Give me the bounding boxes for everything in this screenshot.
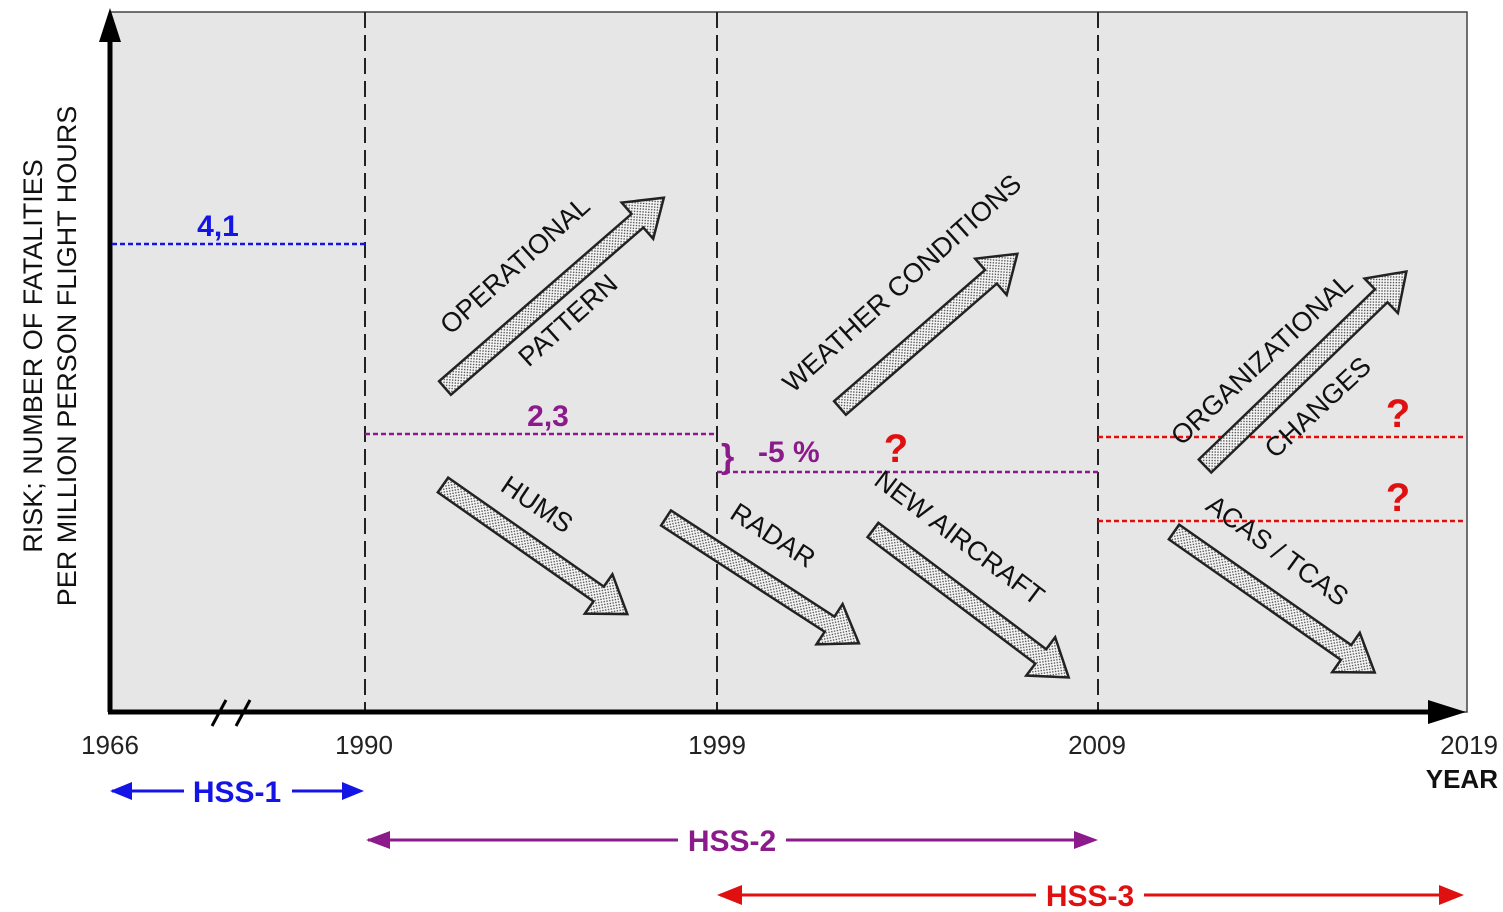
reduction-percent-label: -5 % [758,436,820,469]
up-arrow-weather-conditions [832,252,1020,417]
study-label-hss-2: HSS-2 [688,825,776,858]
y-axis-arrowhead [99,8,121,42]
study-span-hss-3: HSS-3 [717,880,1464,912]
axis-break-mark [234,699,252,727]
y-axis-label-line2: PER MILLION PERSON FLIGHT HOURS [52,106,82,607]
x-tick-label: 2009 [1068,730,1126,760]
risk-value-label: 4,1 [197,210,239,243]
study-label-hss-3: HSS-3 [1046,880,1134,912]
question-mark: ? [1386,392,1410,436]
down-arrow-acas-tcas [1167,522,1377,674]
down-arrow-new-aircraft [865,521,1071,679]
reduction-brace: } [721,438,734,476]
question-mark: ? [884,427,908,471]
up-arrow-operational-pattern [437,196,666,397]
risk-value-label: 2,3 [527,400,569,433]
x-axis-label: YEAR [1426,764,1498,794]
up-arrow-organizational-changes [1196,269,1409,475]
question-mark: ? [1386,476,1410,520]
down-arrow-hums [436,475,630,616]
study-span-hss-1: HSS-1 [110,776,364,809]
x-axis-arrowhead [1428,700,1466,724]
x-tick-label: 2019 [1440,730,1498,760]
y-axis-label-line1: RISK; NUMBER OF FATALITIES [18,159,48,553]
down-arrow-radar [659,508,861,646]
x-tick-label: 1990 [335,730,393,760]
axis-break-mark [210,699,228,727]
study-label-hss-1: HSS-1 [193,776,281,809]
x-tick-label: 1999 [688,730,746,760]
study-span-hss-2: HSS-2 [366,825,1098,858]
x-tick-label: 1966 [81,730,139,760]
